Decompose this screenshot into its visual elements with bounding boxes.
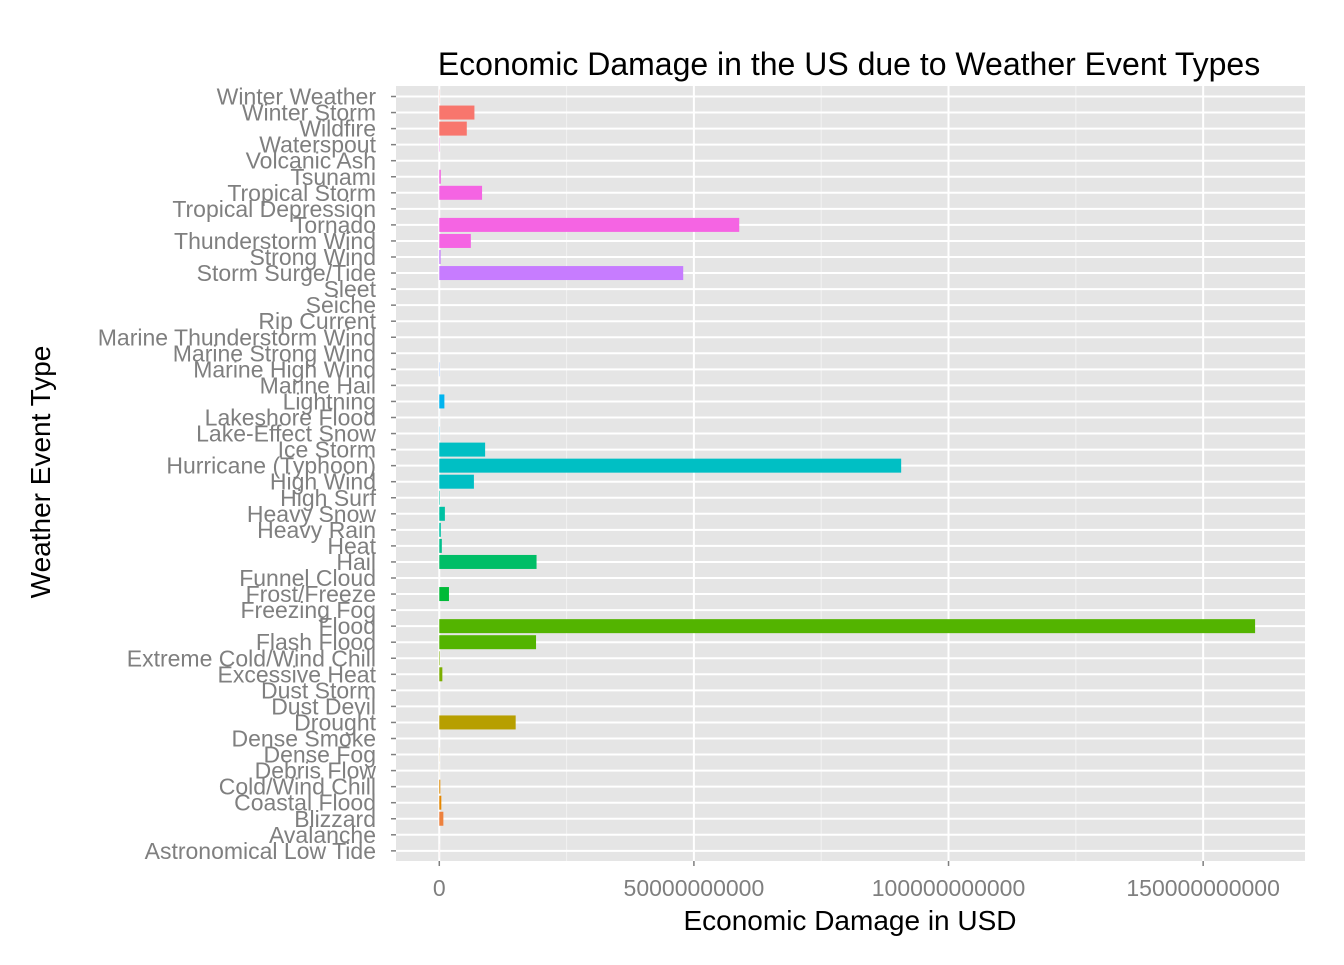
bar [439,635,536,649]
bar [439,250,440,264]
bar [439,796,441,810]
bar [439,651,440,665]
bar [439,715,515,729]
bar [439,539,442,553]
bar [439,170,441,184]
x-tick-label: 150000000000 [1126,875,1280,901]
x-tick-label: 100000000000 [872,875,1026,901]
bar [439,459,901,473]
bar [439,507,445,521]
bar [439,491,440,505]
plot-panel [396,86,1305,861]
bar [439,394,444,408]
y-tick-label: Astronomical Low Tide [145,838,376,864]
bar [439,523,441,537]
bar [439,218,739,232]
x-axis-title: Economic Damage in USD [683,905,1016,936]
bar [439,619,1255,633]
chart-title: Economic Damage in the US due to Weather… [438,46,1260,82]
x-tick-label: 0 [433,875,446,901]
bar [439,555,536,569]
bar [439,443,485,457]
bar [439,475,474,489]
bar [439,667,442,681]
y-axis-title: Weather Event Type [25,346,56,599]
bar [439,266,683,280]
bar [439,186,482,200]
x-axis: 0 50000000000 100000000000 150000000000 [433,861,1280,901]
bar [439,106,474,120]
bar [439,234,471,248]
bar [439,587,449,601]
x-tick-label: 50000000000 [624,875,765,901]
bar [439,812,443,826]
bar [439,122,466,136]
bar [439,780,440,794]
